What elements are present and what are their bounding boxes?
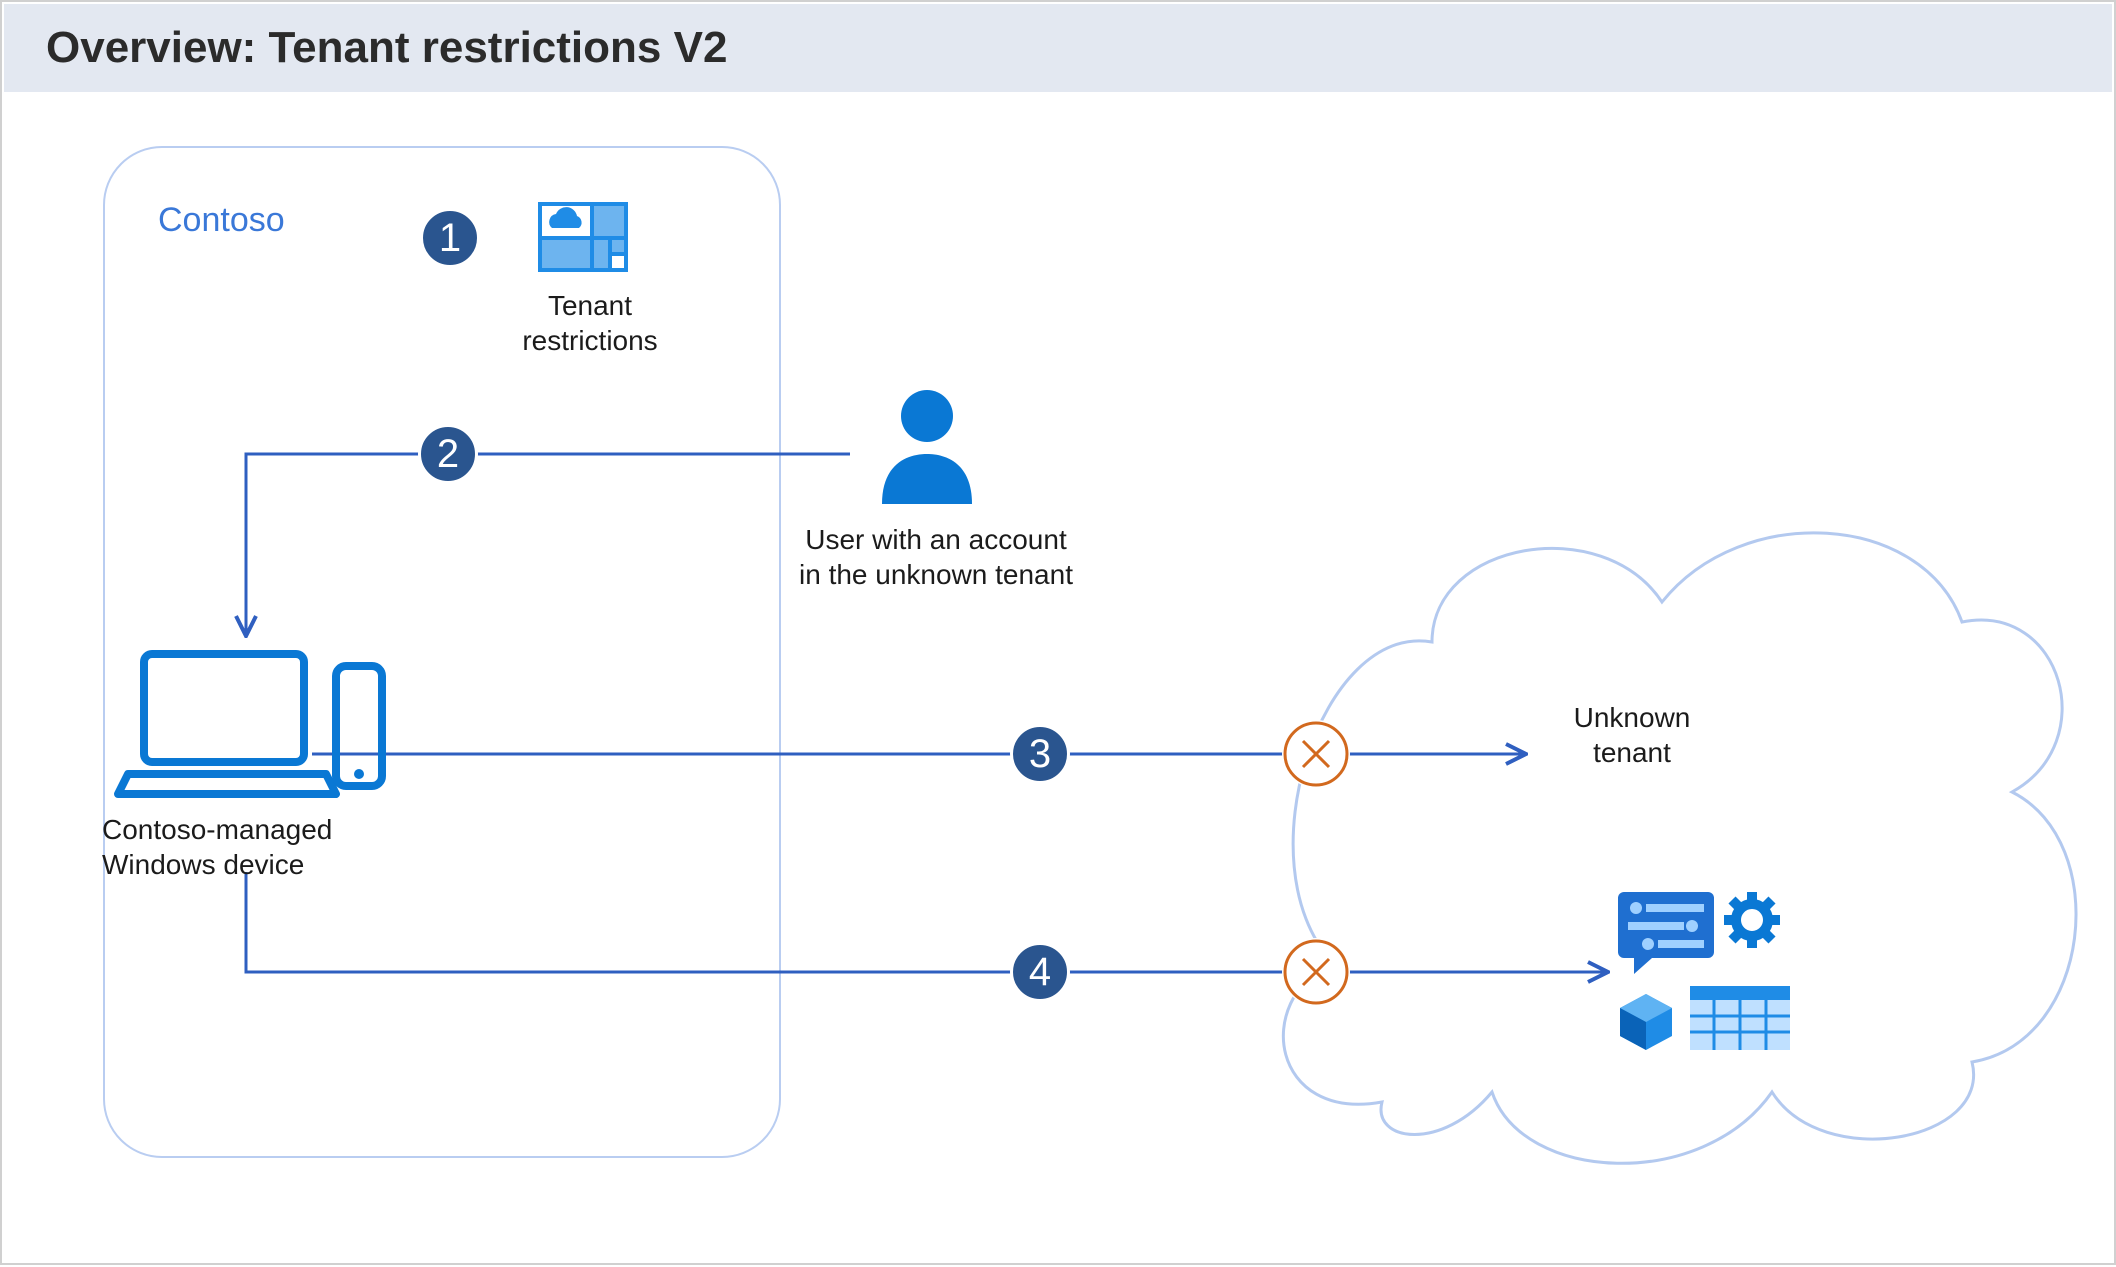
blocked-icon-3: [1282, 720, 1350, 788]
blocked-icon-4: [1282, 938, 1350, 1006]
services-icon: [1614, 888, 1794, 1063]
step-badge-1: 1: [420, 208, 480, 268]
unknown-tenant-label: Unknowntenant: [1532, 700, 1732, 770]
step-number-3: 3: [1029, 732, 1051, 777]
arrow-user-to-device: [246, 454, 850, 634]
diagram-frame: Overview: Tenant restrictions V2 Contoso…: [0, 0, 2116, 1265]
diagram-canvas: [2, 2, 2116, 1267]
tenant-restrictions-label: Tenantrestrictions: [500, 288, 680, 358]
step-number-2: 2: [437, 432, 459, 477]
user-icon: [872, 386, 982, 511]
unknown-tenant-cloud: [1283, 533, 2076, 1163]
tenant-restrictions-icon: [538, 202, 628, 277]
device-label: Contoso-managedWindows device: [102, 812, 422, 882]
user-label: User with an accountin the unknown tenan…: [766, 522, 1106, 592]
step-badge-3: 3: [1010, 724, 1070, 784]
step-number-4: 4: [1029, 950, 1051, 995]
step-badge-4: 4: [1010, 942, 1070, 1002]
devices-icon: [122, 642, 382, 807]
step-number-1: 1: [439, 216, 461, 261]
contoso-label: Contoso: [158, 201, 285, 240]
step-badge-2: 2: [418, 424, 478, 484]
